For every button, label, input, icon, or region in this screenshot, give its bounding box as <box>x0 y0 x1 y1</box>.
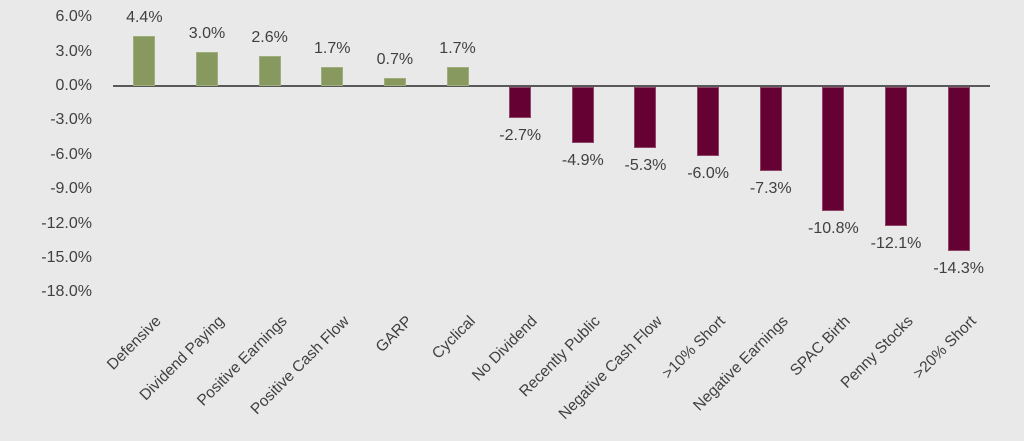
bar-penny-stocks <box>885 87 908 226</box>
bar-spac-birth <box>822 87 845 211</box>
bar-defensive <box>133 35 156 86</box>
x-axis-line <box>113 85 990 87</box>
bar-garp <box>383 77 406 86</box>
data-label-negative-cash-flow: -5.3% <box>624 156 667 174</box>
bar-recently-public <box>571 87 594 144</box>
data-label-positive-earnings: 2.6% <box>251 29 288 47</box>
data-label-recently-public: -4.9% <box>561 152 604 170</box>
bar-positive-earnings <box>258 56 281 86</box>
y-axis-tick-label-12-0: -12.0% <box>41 214 92 232</box>
bar-negative-earnings <box>759 87 782 171</box>
y-axis-tick-label-15-0: -15.0% <box>41 249 92 266</box>
data-label-penny-stocks: -12.1% <box>870 234 922 252</box>
y-axis-tick-label-6-0: 6.0% <box>55 8 92 26</box>
y-axis-tick-label-18-0: -18.0% <box>41 283 92 301</box>
y-axis-tick-label-0-0: 0.0% <box>55 77 92 94</box>
data-label-cyclical: 1.7% <box>439 39 476 57</box>
data-label-20-short: -14.3% <box>933 259 985 277</box>
bar-cyclical <box>446 66 469 86</box>
y-axis-tick-label-3-0: -3.0% <box>50 111 92 129</box>
data-label-positive-cash-flow: 1.7% <box>314 39 351 57</box>
bar-dividend-paying <box>195 51 218 86</box>
bar-no-dividend <box>509 87 532 118</box>
bar-positive-cash-flow <box>321 66 344 86</box>
data-label-garp: 0.7% <box>376 50 414 68</box>
y-axis-tick-label-6-0: -6.0% <box>50 145 92 163</box>
data-label-dividend-paying: 3.0% <box>188 24 226 42</box>
x-axis-label-defensive: Defensive <box>104 312 166 374</box>
y-axis-tick-label-3-0: 3.0% <box>55 42 92 60</box>
y-axis-tick-label-9-0: -9.0% <box>50 180 92 198</box>
bar-10-short <box>697 87 720 156</box>
data-label-spac-birth: -10.8% <box>808 219 859 237</box>
data-label-defensive: 4.4% <box>126 8 163 26</box>
data-label-negative-earnings: -7.3% <box>749 179 792 197</box>
data-label-10-short: -6.0% <box>687 164 729 182</box>
data-label-no-dividend: -2.7% <box>499 126 542 144</box>
bar-negative-cash-flow <box>634 87 657 148</box>
bar-20-short <box>947 87 970 251</box>
